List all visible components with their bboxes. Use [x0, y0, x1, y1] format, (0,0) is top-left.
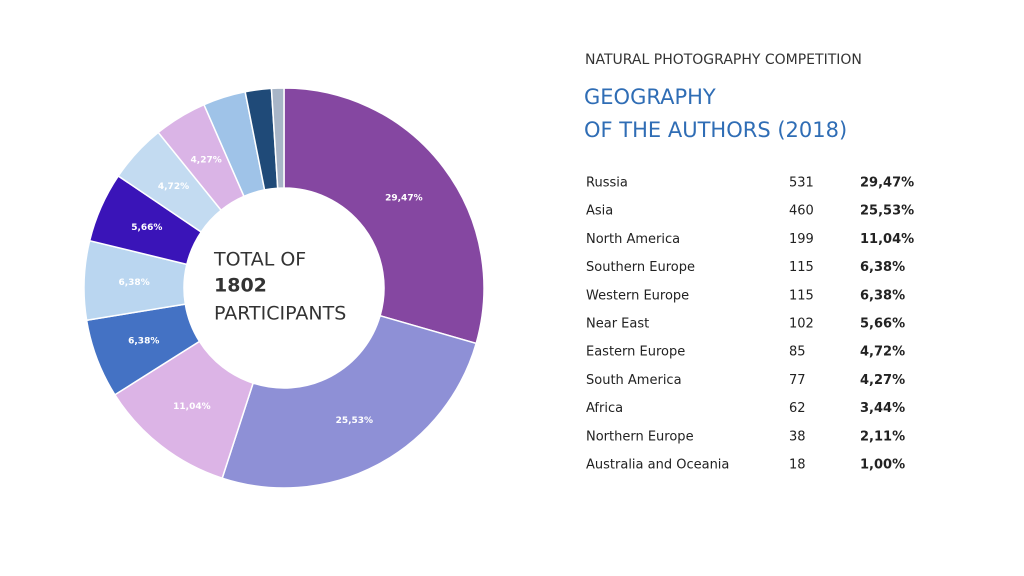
slice-label: 25,53% [336, 416, 374, 426]
slice-label: 29,47% [385, 193, 423, 203]
slice-label: 4,72% [158, 182, 189, 192]
table-percent: 11,04% [860, 232, 914, 247]
table-count: 102 [789, 317, 814, 332]
table-region: Australia and Oceania [586, 458, 729, 473]
table-region: Africa [586, 401, 623, 416]
table-region: Southern Europe [586, 260, 695, 275]
table-region: Russia [586, 176, 628, 191]
table-count: 199 [789, 232, 814, 247]
slice-label: 5,66% [131, 223, 162, 233]
table-region: Northern Europe [586, 429, 694, 444]
table-region: Eastern Europe [586, 345, 685, 360]
table-region: Asia [586, 204, 613, 219]
table-region: Near East [586, 317, 649, 332]
table-count: 531 [789, 176, 814, 191]
slice-label: 6,38% [128, 337, 159, 347]
center-total: 1802 [214, 275, 267, 297]
center-text: PARTICIPANTS [214, 303, 346, 325]
table-percent: 1,00% [860, 458, 905, 473]
table-percent: 4,72% [860, 345, 905, 360]
table-count: 62 [789, 401, 806, 416]
center-text: TOTAL OF [213, 249, 306, 271]
table-percent: 6,38% [860, 260, 905, 275]
table-count: 18 [789, 458, 806, 473]
supertitle: NATURAL PHOTOGRAPHY COMPETITION [585, 52, 862, 68]
slice-label: 4,27% [191, 155, 222, 165]
table-percent: 4,27% [860, 373, 905, 388]
table-percent: 2,11% [860, 429, 905, 444]
donut-slice [270, 87, 285, 189]
slice-label: 6,38% [118, 278, 149, 288]
title-line: GEOGRAPHY [584, 85, 716, 109]
table-region: South America [586, 373, 682, 388]
table-count: 460 [789, 204, 814, 219]
donut-slice [283, 87, 485, 345]
table-count: 77 [789, 373, 806, 388]
slice-label: 11,04% [173, 402, 211, 412]
table-percent: 29,47% [860, 176, 914, 191]
table-count: 85 [789, 345, 806, 360]
table-percent: 5,66% [860, 317, 905, 332]
table-region: North America [586, 232, 680, 247]
title-line: OF THE AUTHORS (2018) [584, 118, 847, 142]
donut: 29,47% 25,53% 11,04% 6,38% 6,38% 5,66% 4,72% 4,… [83, 87, 485, 489]
table-percent: 25,53% [860, 204, 914, 219]
table-region: Western Europe [586, 288, 689, 303]
donut-slice [221, 314, 478, 489]
table-count: 115 [789, 288, 814, 303]
table-count: 38 [789, 429, 806, 444]
table-count: 115 [789, 260, 814, 275]
table-percent: 6,38% [860, 288, 905, 303]
table-percent: 3,44% [860, 401, 905, 416]
